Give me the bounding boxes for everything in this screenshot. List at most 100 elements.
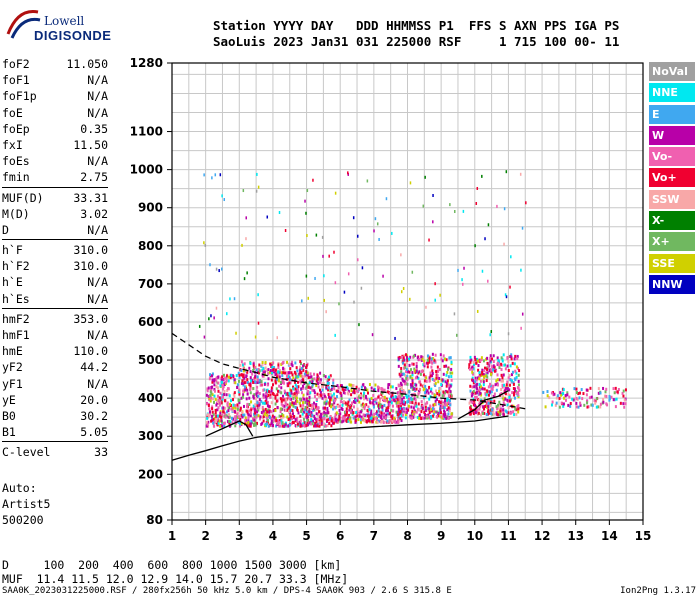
echo-point <box>341 387 344 391</box>
echo-point <box>258 369 261 373</box>
echo-point-sparse <box>457 268 459 272</box>
echo-point-sparse <box>352 216 355 220</box>
echo-point <box>249 414 252 418</box>
echo-point <box>503 363 506 367</box>
echo-point <box>501 404 504 408</box>
echo-point <box>264 395 267 399</box>
echo-point <box>222 406 225 410</box>
echo-point <box>261 361 264 365</box>
echo-point <box>213 424 216 428</box>
echo-point-sparse <box>347 172 350 176</box>
echo-point <box>445 381 448 385</box>
echo-point <box>309 391 312 395</box>
echo-point <box>366 414 369 418</box>
echo-point <box>264 423 267 427</box>
echo-point <box>624 388 627 392</box>
echo-point <box>396 412 399 416</box>
echo-point <box>515 365 518 369</box>
echo-point-sparse <box>214 173 217 177</box>
echo-point <box>307 383 310 387</box>
echo-point <box>300 387 303 391</box>
x-tick-label: 2 <box>201 529 209 543</box>
echo-point <box>260 364 263 368</box>
echo-point <box>604 390 607 394</box>
echo-point <box>238 392 241 396</box>
echo-point <box>295 406 298 410</box>
echo-point <box>364 404 367 408</box>
echo-point <box>271 365 274 369</box>
echo-point <box>332 381 335 385</box>
echo-point <box>235 374 238 378</box>
echo-point <box>213 383 216 387</box>
echo-point <box>249 376 252 380</box>
param-label: fxI <box>2 137 23 152</box>
echo-point <box>288 362 291 366</box>
echo-point <box>513 396 516 400</box>
echo-point <box>240 396 243 400</box>
echo-point <box>253 409 256 413</box>
echo-point <box>343 418 346 422</box>
echo-point <box>352 411 355 415</box>
echo-point <box>434 377 437 381</box>
echo-point <box>501 379 504 383</box>
echo-point <box>221 387 224 391</box>
echo-point <box>513 413 516 417</box>
echo-point <box>364 394 367 398</box>
echo-point <box>260 383 263 387</box>
echo-point <box>412 354 415 358</box>
echo-point <box>258 378 261 382</box>
echo-point-sparse <box>208 317 210 321</box>
echo-point <box>308 400 311 404</box>
echo-point <box>487 408 490 412</box>
echo-point <box>412 412 415 416</box>
echo-point <box>335 419 338 423</box>
echo-point <box>439 353 442 357</box>
echo-point <box>293 380 296 384</box>
echo-point <box>219 391 222 395</box>
echo-point <box>445 384 448 388</box>
echo-point <box>398 410 401 414</box>
echo-point <box>569 401 572 405</box>
echo-point <box>323 410 326 414</box>
echo-point <box>404 410 407 414</box>
echo-point <box>300 408 303 412</box>
echo-point <box>404 374 407 378</box>
echo-point <box>291 401 294 405</box>
echo-point <box>450 412 453 416</box>
echo-point <box>426 361 429 365</box>
echo-point <box>279 418 282 422</box>
echo-point <box>564 394 567 398</box>
polarization-legend: NoVal NNE E W Vo- Vo+ SSW X- X+ SSE NNW <box>649 62 695 296</box>
echo-point <box>485 404 488 408</box>
echo-point <box>403 354 406 358</box>
echo-point <box>402 379 405 383</box>
param-label: D <box>2 222 9 237</box>
echo-point <box>264 361 267 365</box>
echo-point <box>242 393 245 397</box>
echo-point <box>214 419 217 423</box>
echo-point <box>419 383 422 387</box>
echo-point <box>407 399 410 403</box>
echo-point <box>387 409 390 413</box>
echo-point <box>295 399 298 403</box>
echo-point <box>240 410 243 414</box>
echo-point <box>572 398 575 402</box>
echo-point <box>614 405 617 409</box>
echo-point <box>406 382 409 386</box>
echo-point <box>469 389 472 393</box>
param-row: foF2 11.050 <box>2 56 108 72</box>
echo-point <box>242 389 245 393</box>
echo-point-sparse <box>353 300 355 304</box>
echo-point <box>280 391 283 395</box>
y-tick-label: 500 <box>138 353 163 367</box>
echo-point <box>238 388 241 392</box>
echo-point <box>270 419 273 423</box>
param-row: fmin 2.75 <box>2 169 108 185</box>
param-row: yF2 44.2 <box>2 359 108 375</box>
echo-point <box>236 403 239 407</box>
echo-point <box>446 400 449 404</box>
echo-point <box>316 375 319 379</box>
echo-point <box>478 388 481 392</box>
echo-point <box>219 384 222 388</box>
echo-point <box>418 370 421 374</box>
